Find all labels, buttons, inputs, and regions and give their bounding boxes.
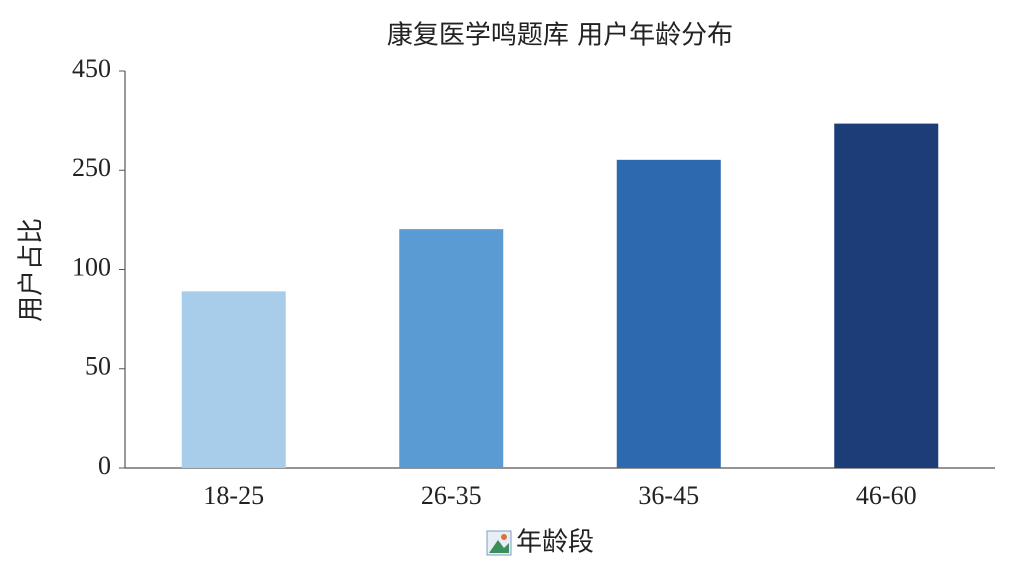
y-tick-label: 100 [72, 252, 111, 281]
x-tick-label: 26-35 [421, 481, 482, 510]
chart-title: 康复医学鸣题库 用户年龄分布 [387, 21, 733, 51]
y-tick-label: 250 [72, 153, 111, 182]
y-tick-label: 0 [98, 451, 111, 480]
y-axis-label: 用户占比 [17, 218, 47, 322]
y-tick-label: 50 [85, 352, 111, 381]
x-tick-label: 46-60 [856, 481, 917, 510]
x-tick-label: 18-25 [203, 481, 264, 510]
x-tick-label: 36-45 [638, 481, 699, 510]
bar [181, 291, 286, 468]
bar [834, 123, 939, 468]
bar [616, 159, 721, 469]
y-tick-label: 450 [72, 54, 111, 83]
x-axis-label: 年龄段 [516, 528, 594, 558]
x-label-icon [486, 530, 512, 556]
bar [399, 229, 504, 468]
